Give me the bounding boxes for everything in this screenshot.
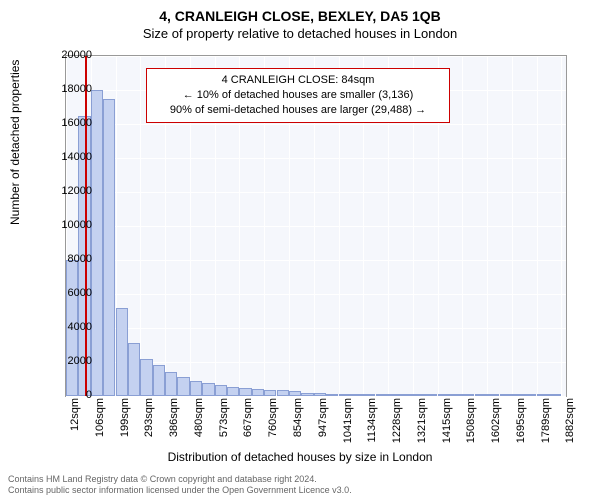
histogram-bar: [388, 394, 400, 396]
histogram-bar: [326, 394, 338, 396]
ytick-label: 18000: [42, 83, 92, 95]
histogram-bar: [140, 359, 152, 396]
histogram-bar: [177, 377, 189, 396]
histogram-bar: [462, 394, 474, 396]
xtick-label: 480sqm: [193, 398, 205, 437]
histogram-bar: [116, 308, 128, 396]
histogram-bar: [128, 343, 140, 396]
histogram-bar: [301, 393, 313, 396]
footer-attribution: Contains HM Land Registry data © Crown c…: [8, 474, 352, 496]
page-title: 4, CRANLEIGH CLOSE, BEXLEY, DA5 1QB: [0, 0, 600, 24]
histogram-bar: [215, 385, 227, 396]
ytick-label: 4000: [42, 321, 92, 333]
ytick-label: 16000: [42, 117, 92, 129]
xtick-label: 1789sqm: [540, 398, 552, 443]
histogram-bar: [202, 383, 214, 396]
y-axis-label: Number of detached properties: [8, 60, 22, 225]
annotation-line: ← 10% of detached houses are smaller (3,…: [153, 88, 443, 103]
xtick-label: 1695sqm: [515, 398, 527, 443]
histogram-bar: [400, 394, 412, 396]
histogram-bar: [425, 394, 437, 396]
histogram-bar: [524, 394, 536, 396]
xtick-label: 199sqm: [119, 398, 131, 437]
histogram-bar: [314, 393, 326, 396]
xtick-label: 12sqm: [69, 398, 81, 431]
histogram-bar: [239, 388, 251, 396]
xtick-label: 760sqm: [267, 398, 279, 437]
histogram-bar: [512, 394, 524, 396]
ytick-label: 0: [42, 389, 92, 401]
histogram-bar: [438, 394, 450, 396]
xtick-label: 1134sqm: [366, 398, 378, 442]
histogram-bar: [103, 99, 115, 397]
chart-container: 4, CRANLEIGH CLOSE, BEXLEY, DA5 1QB Size…: [0, 0, 600, 500]
histogram-bar: [264, 390, 276, 396]
xtick-label: 854sqm: [292, 398, 304, 437]
xtick-label: 106sqm: [94, 398, 106, 437]
histogram-bar: [413, 394, 425, 396]
histogram-bar: [153, 365, 165, 396]
histogram-bar: [475, 394, 487, 396]
annotation-box: 4 CRANLEIGH CLOSE: 84sqm← 10% of detache…: [146, 68, 450, 123]
ytick-label: 6000: [42, 287, 92, 299]
footer-line2: Contains public sector information licen…: [8, 485, 352, 496]
x-axis-label: Distribution of detached houses by size …: [0, 450, 600, 464]
histogram-bar: [363, 394, 375, 396]
plot-area: 4 CRANLEIGH CLOSE: 84sqm← 10% of detache…: [65, 55, 567, 397]
footer-line1: Contains HM Land Registry data © Crown c…: [8, 474, 352, 485]
histogram-bar: [190, 381, 202, 396]
histogram-bar: [376, 394, 388, 396]
gridline-vertical: [140, 56, 141, 396]
histogram-bar: [289, 391, 301, 396]
histogram-bar: [227, 387, 239, 396]
ytick-label: 20000: [42, 49, 92, 61]
gridline-vertical: [487, 56, 488, 396]
annotation-line: 90% of semi-detached houses are larger (…: [153, 103, 443, 118]
ytick-label: 2000: [42, 355, 92, 367]
gridline-vertical: [512, 56, 513, 396]
histogram-bar: [450, 394, 462, 396]
gridline-horizontal: [66, 396, 566, 397]
histogram-bar: [351, 394, 363, 396]
histogram-bar: [91, 90, 103, 396]
xtick-label: 573sqm: [218, 398, 230, 437]
ytick-label: 12000: [42, 185, 92, 197]
xtick-label: 1508sqm: [465, 398, 477, 443]
histogram-bar: [500, 394, 512, 396]
chart-wrap: 4 CRANLEIGH CLOSE: 84sqm← 10% of detache…: [65, 55, 565, 395]
xtick-label: 1041sqm: [342, 398, 354, 443]
xtick-label: 947sqm: [317, 398, 329, 437]
histogram-bar: [339, 394, 351, 396]
histogram-bar: [537, 394, 549, 396]
page-subtitle: Size of property relative to detached ho…: [0, 24, 600, 41]
ytick-label: 14000: [42, 151, 92, 163]
xtick-label: 1415sqm: [441, 398, 453, 443]
xtick-label: 1228sqm: [391, 398, 403, 443]
ytick-label: 8000: [42, 253, 92, 265]
xtick-label: 1882sqm: [564, 398, 576, 443]
histogram-bar: [549, 394, 561, 396]
annotation-line: 4 CRANLEIGH CLOSE: 84sqm: [153, 73, 443, 88]
histogram-bar: [165, 372, 177, 396]
xtick-label: 667sqm: [242, 398, 254, 437]
gridline-vertical: [537, 56, 538, 396]
xtick-label: 1321sqm: [416, 398, 428, 443]
xtick-label: 293sqm: [143, 398, 155, 437]
histogram-bar: [487, 394, 499, 396]
gridline-vertical: [462, 56, 463, 396]
xtick-label: 1602sqm: [490, 398, 502, 443]
xtick-label: 386sqm: [168, 398, 180, 437]
gridline-vertical: [561, 56, 562, 396]
ytick-label: 10000: [42, 219, 92, 231]
histogram-bar: [252, 389, 264, 396]
histogram-bar: [277, 390, 289, 396]
